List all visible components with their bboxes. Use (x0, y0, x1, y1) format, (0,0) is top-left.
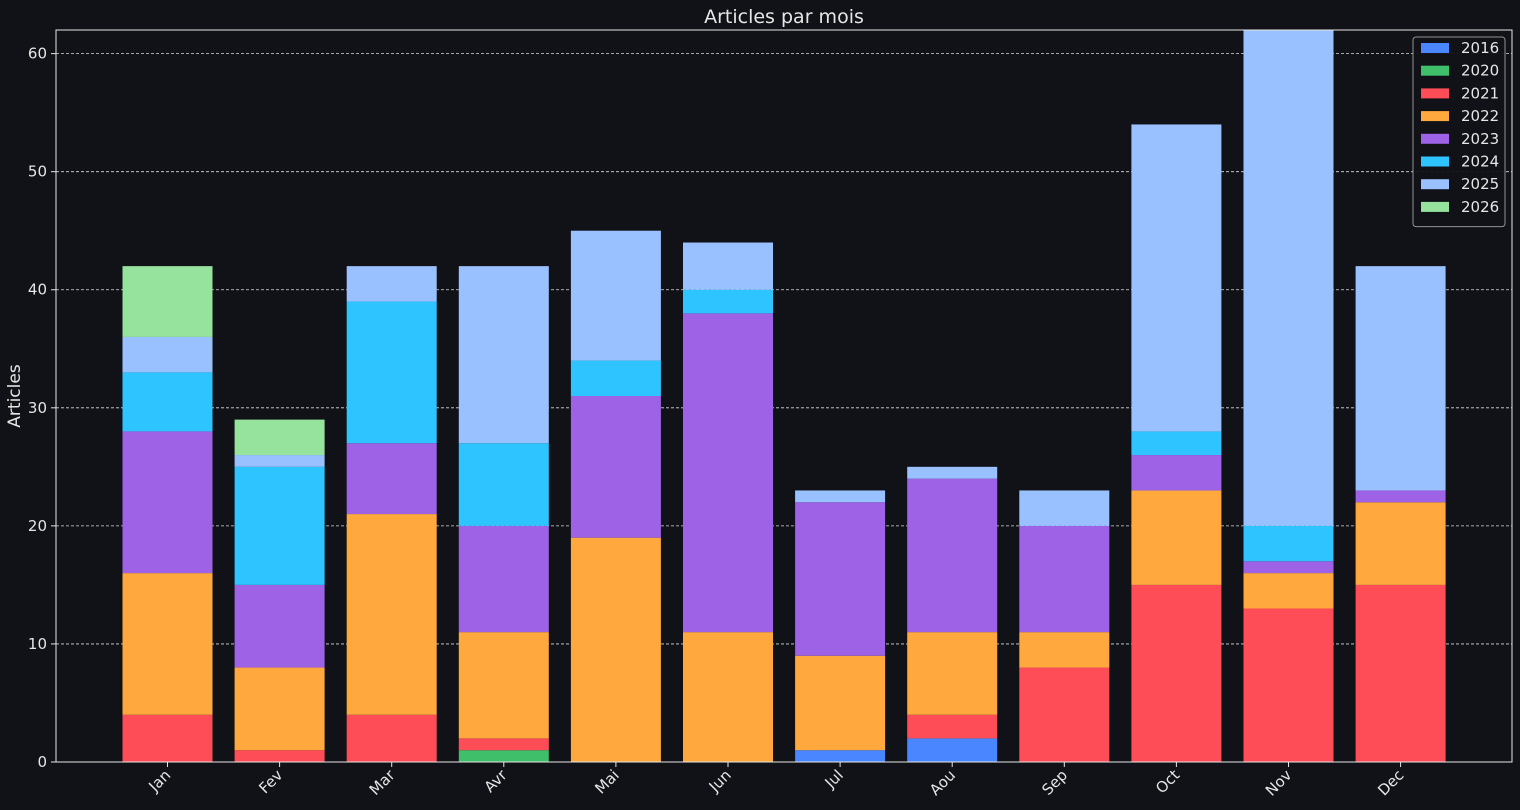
legend-label: 2026 (1461, 198, 1499, 216)
bar-segment (234, 667, 325, 751)
bar-segment (907, 714, 998, 739)
bar-segment (795, 655, 886, 751)
bar-segment (1355, 490, 1446, 503)
bar-segment (1019, 490, 1110, 526)
bar-segment (346, 266, 437, 302)
chart-title: Articles par mois (704, 6, 864, 28)
legend-label: 2021 (1461, 84, 1499, 102)
bar-segment (1131, 124, 1222, 432)
y-tick-label: 30 (28, 399, 47, 417)
bar-segment (458, 525, 549, 633)
legend-label: 2022 (1461, 107, 1499, 125)
bar-segment (1131, 455, 1222, 491)
bar-segment (1355, 584, 1446, 762)
bar-segment (1019, 632, 1110, 668)
bar-segment (570, 396, 661, 538)
bar-segment (570, 360, 661, 396)
bar-segment (122, 431, 213, 574)
bar-segment (1019, 525, 1110, 633)
bar-segment (795, 750, 886, 762)
bar-segment (1355, 502, 1446, 585)
bar-segment (1131, 431, 1222, 456)
bar-segment (234, 455, 325, 467)
bar-segment (346, 443, 437, 515)
y-axis-label: Articles (5, 364, 25, 428)
bar-segment (1243, 608, 1334, 762)
legend-label: 2023 (1461, 130, 1499, 148)
bar-segment (1131, 490, 1222, 585)
bar-segment (122, 372, 213, 432)
bar-segment (1243, 30, 1334, 526)
y-tick-label: 20 (28, 517, 47, 535)
bar-segment (346, 301, 437, 444)
bar-segment (458, 632, 549, 739)
legend-label: 2025 (1461, 175, 1499, 193)
bar-segment (570, 537, 661, 762)
bar-segment (458, 750, 549, 762)
bar-segment (346, 714, 437, 762)
bar-segment (1243, 561, 1334, 574)
bar-segment (122, 266, 213, 337)
bar-segment (1243, 525, 1334, 562)
legend-swatch (1421, 201, 1449, 212)
bar-segment (1243, 573, 1334, 609)
bar-segment (1019, 667, 1110, 762)
bar-segment (122, 714, 213, 762)
y-tick-label: 50 (28, 163, 47, 181)
legend-swatch (1421, 179, 1449, 190)
legend-swatch (1421, 88, 1449, 99)
legend-label: 2020 (1461, 62, 1499, 80)
bar-segment (683, 242, 773, 290)
bar-segment (234, 466, 325, 585)
bar-segment (683, 632, 773, 762)
bar-segment (234, 419, 325, 456)
legend-swatch (1421, 156, 1449, 167)
legend-swatch (1421, 111, 1449, 122)
bar-segment (122, 336, 213, 373)
bar-segment (458, 443, 549, 526)
bar-segment (795, 502, 886, 656)
bar-segment (1131, 584, 1222, 762)
bar-segment (234, 750, 325, 762)
bar-segment (458, 266, 549, 444)
bar-segment (122, 573, 213, 715)
bar-segment (907, 632, 998, 715)
y-tick-label: 0 (37, 753, 47, 771)
legend-swatch (1421, 65, 1449, 76)
legend-swatch (1421, 43, 1449, 53)
legend-swatch (1421, 133, 1449, 144)
bar-segment (683, 313, 773, 633)
bar-segment (683, 289, 773, 314)
bars (122, 30, 1446, 762)
legend-label: 2024 (1461, 153, 1499, 171)
bar-segment (907, 738, 998, 762)
y-tick-label: 40 (28, 281, 47, 299)
plot-frame (55, 29, 1513, 763)
bar-segment (907, 466, 998, 479)
bar-segment (795, 490, 886, 503)
y-tick-label: 10 (28, 635, 47, 653)
bar-segment (458, 738, 549, 751)
bar-segment (1355, 266, 1446, 491)
bar-segment (346, 514, 437, 715)
bar-segment (234, 584, 325, 668)
legend: 2016 2020 2021 2022 2023 2024 2025 2026 (1412, 36, 1506, 228)
bar-segment (907, 478, 998, 633)
bar-segment (570, 230, 661, 361)
y-tick-label: 60 (28, 45, 47, 63)
legend-label: 2016 (1461, 39, 1499, 57)
